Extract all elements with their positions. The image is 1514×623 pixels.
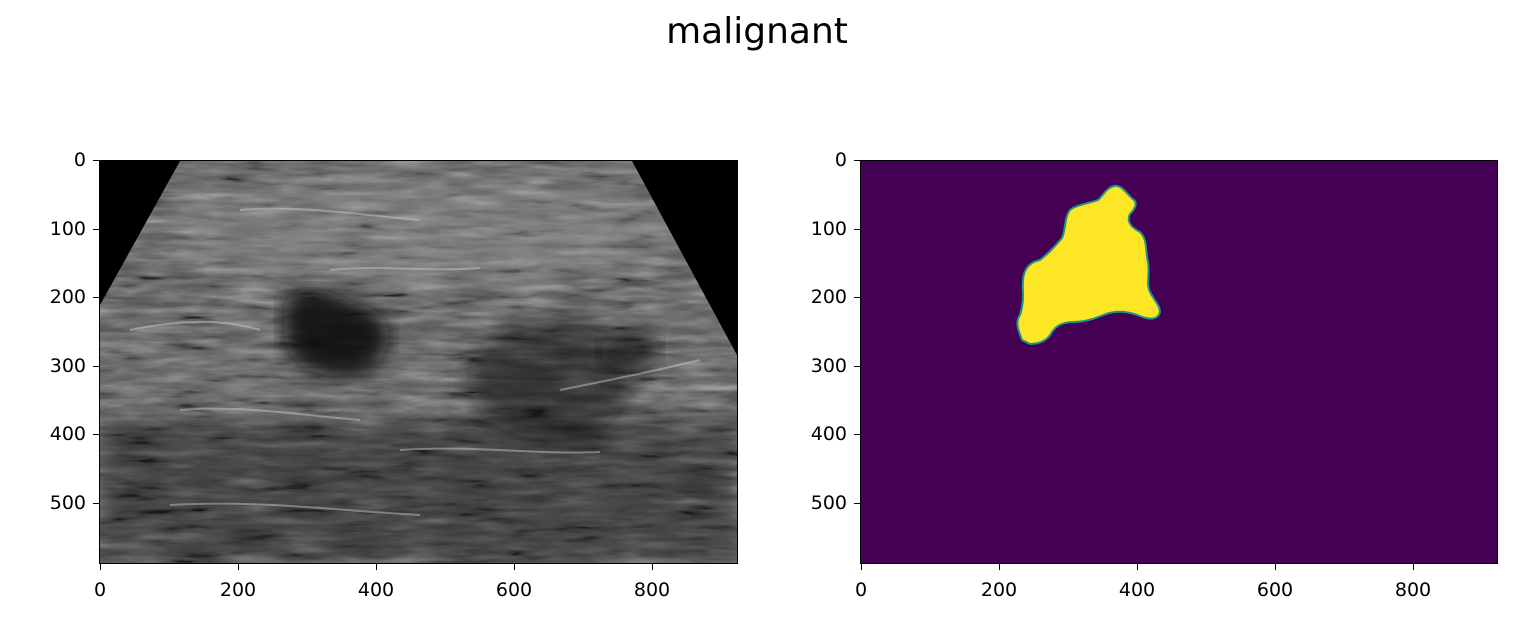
x-tick-label: 200 (980, 579, 1018, 601)
y-tick (854, 503, 860, 504)
y-tick-label: 0 (73, 149, 86, 171)
x-tick-label: 200 (219, 579, 257, 601)
x-tick (1413, 564, 1414, 570)
y-tick-label: 200 (810, 286, 847, 308)
y-tick (93, 297, 99, 298)
y-tick (93, 434, 99, 435)
y-tick (854, 366, 860, 367)
y-tick (93, 229, 99, 230)
x-tick-label: 800 (1394, 579, 1432, 601)
y-tick (854, 434, 860, 435)
x-tick (1137, 564, 1138, 570)
y-tick-label: 300 (49, 355, 86, 377)
x-tick (1275, 564, 1276, 570)
x-tick (100, 564, 101, 570)
x-tick (238, 564, 239, 570)
lesion-region (1016, 184, 1162, 346)
y-tick-label: 100 (49, 218, 86, 240)
y-tick (854, 297, 860, 298)
x-tick-label: 600 (1256, 579, 1294, 601)
x-tick-label: 400 (357, 579, 395, 601)
y-tick (93, 160, 99, 161)
y-tick-label: 500 (49, 492, 86, 514)
y-tick-label: 100 (810, 218, 847, 240)
x-tick-label: 800 (633, 579, 671, 601)
y-tick (854, 229, 860, 230)
mask-background (861, 161, 1497, 563)
x-tick (652, 564, 653, 570)
x-tick (376, 564, 377, 570)
x-tick (999, 564, 1000, 570)
y-tick (93, 503, 99, 504)
y-tick (854, 160, 860, 161)
y-tick (93, 366, 99, 367)
figure-title: malignant (666, 11, 848, 52)
y-tick-label: 300 (810, 355, 847, 377)
x-tick-label: 600 (495, 579, 533, 601)
y-tick-label: 200 (49, 286, 86, 308)
y-tick-label: 0 (834, 149, 847, 171)
y-tick-label: 500 (810, 492, 847, 514)
x-tick (861, 564, 862, 570)
x-tick-label: 400 (1118, 579, 1156, 601)
y-tick-label: 400 (49, 423, 86, 445)
mask-axes-frame (860, 160, 1498, 564)
y-tick-label: 400 (810, 423, 847, 445)
x-tick-label: 0 (93, 579, 107, 601)
ultrasound-axes-frame (99, 160, 738, 564)
x-tick (514, 564, 515, 570)
x-tick-label: 0 (854, 579, 868, 601)
